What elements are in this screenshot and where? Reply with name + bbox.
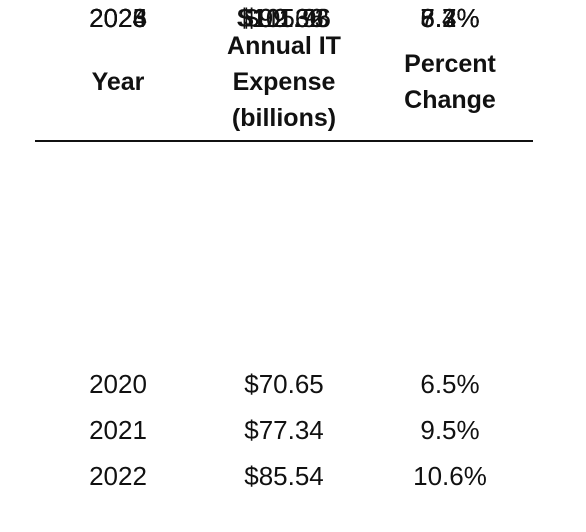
percent-change-cell: 9.5% bbox=[420, 415, 480, 445]
percent-change-cell: 5.4% bbox=[420, 3, 480, 33]
year-cell: 2025 bbox=[89, 3, 147, 33]
header-percent-line-2: Change bbox=[404, 86, 496, 114]
table-row: 2024 $99.32 7.2% bbox=[35, 0, 533, 36]
year-cell: 2021 bbox=[89, 415, 147, 445]
expense-cell: $85.54 bbox=[244, 461, 324, 491]
expense-cell: $105.96 bbox=[237, 3, 331, 33]
header-year-line: Year bbox=[91, 68, 145, 96]
table-row: 2020 $70.65 6.5% bbox=[35, 366, 533, 402]
percent-change-cell: 8.3% bbox=[420, 3, 480, 33]
header-annual-it-expense: Annual IT Expense (billions) bbox=[201, 28, 367, 136]
header-expense-line-1: Annual IT bbox=[227, 32, 341, 60]
expense-cell: $111.73 bbox=[238, 3, 330, 33]
expense-cell: $70.65 bbox=[244, 369, 324, 399]
year-cell: 2023 bbox=[89, 3, 147, 33]
percent-change-cell: 10.6% bbox=[413, 461, 487, 491]
header-expense-line-2: Expense bbox=[232, 68, 336, 96]
expense-cell: $99.32 bbox=[244, 3, 324, 33]
percent-change-cell: 6.7% bbox=[420, 3, 480, 33]
percent-change-cell: 6.5% bbox=[420, 369, 480, 399]
table-row: 2025 $105.96 6.7% bbox=[35, 0, 533, 36]
data-table: Year Annual IT Expense (billions) Percen… bbox=[35, 0, 533, 532]
year-cell: 2022 bbox=[89, 461, 147, 491]
expense-cell: $77.34 bbox=[244, 415, 324, 445]
year-cell: 2026 bbox=[89, 3, 147, 33]
year-cell: 2020 bbox=[89, 369, 147, 399]
header-expense-line-3: (billions) bbox=[231, 104, 337, 132]
table-row: 2021 $77.34 9.5% bbox=[35, 412, 533, 448]
header-divider bbox=[35, 140, 533, 142]
header-percent-line-1: Percent bbox=[404, 50, 496, 78]
table-row: 2026 $111.73 5.4% bbox=[35, 0, 533, 36]
table-row: 2023 $92.66 8.3% bbox=[35, 0, 533, 36]
expense-cell: $92.66 bbox=[244, 3, 324, 33]
table-row: 2022 $85.54 10.6% bbox=[35, 458, 533, 494]
header-percent-change: Percent Change bbox=[367, 46, 533, 118]
percent-change-cell: 7.2% bbox=[420, 3, 480, 33]
header-year: Year bbox=[35, 64, 201, 100]
year-cell: 2024 bbox=[89, 3, 147, 33]
